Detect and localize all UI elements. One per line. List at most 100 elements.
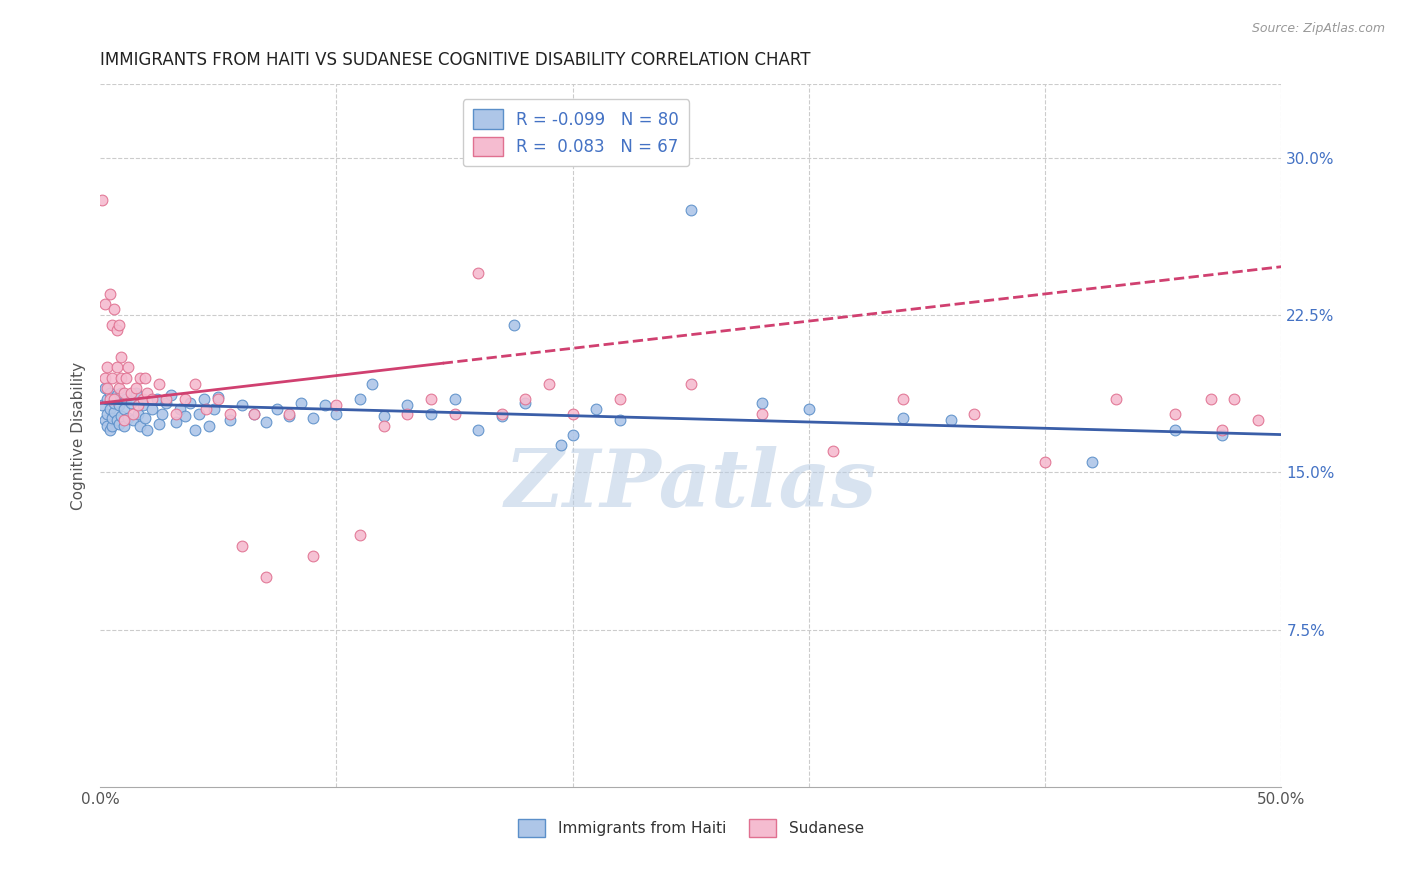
Point bbox=[94, 413, 117, 427]
Point bbox=[219, 407, 242, 421]
Point bbox=[127, 398, 149, 412]
Point bbox=[231, 398, 253, 412]
Point bbox=[183, 423, 205, 437]
Point bbox=[131, 398, 153, 412]
Point bbox=[219, 413, 242, 427]
Point bbox=[112, 402, 135, 417]
Point bbox=[101, 419, 124, 434]
Point bbox=[254, 415, 277, 429]
Point bbox=[124, 385, 146, 400]
Point bbox=[195, 402, 218, 417]
Point bbox=[301, 549, 323, 564]
Point bbox=[585, 402, 607, 417]
Point bbox=[103, 396, 125, 410]
Point bbox=[419, 407, 441, 421]
Point bbox=[1247, 413, 1270, 427]
Point bbox=[112, 385, 135, 400]
Point bbox=[105, 388, 128, 402]
Point bbox=[349, 392, 371, 406]
Point bbox=[136, 385, 159, 400]
Point bbox=[373, 409, 395, 423]
Point bbox=[98, 287, 121, 301]
Y-axis label: Cognitive Disability: Cognitive Disability bbox=[72, 361, 86, 509]
Point bbox=[207, 392, 229, 406]
Point bbox=[396, 398, 419, 412]
Point bbox=[797, 402, 820, 417]
Point bbox=[122, 413, 145, 427]
Point bbox=[96, 360, 118, 375]
Point bbox=[146, 392, 169, 406]
Point bbox=[98, 392, 121, 406]
Point bbox=[939, 413, 962, 427]
Point bbox=[117, 410, 139, 425]
Point bbox=[94, 381, 117, 395]
Point bbox=[110, 409, 132, 423]
Point bbox=[127, 407, 149, 421]
Point bbox=[396, 407, 419, 421]
Point bbox=[98, 423, 121, 437]
Point bbox=[188, 407, 211, 421]
Point bbox=[96, 381, 118, 395]
Point bbox=[1081, 455, 1104, 469]
Point bbox=[120, 385, 142, 400]
Point bbox=[502, 318, 524, 333]
Point bbox=[115, 392, 138, 406]
Text: ZIPatlas: ZIPatlas bbox=[505, 446, 877, 524]
Point bbox=[242, 407, 264, 421]
Point bbox=[174, 409, 197, 423]
Point bbox=[561, 427, 583, 442]
Point bbox=[1211, 427, 1233, 442]
Point bbox=[155, 396, 177, 410]
Point bbox=[101, 371, 124, 385]
Point bbox=[124, 381, 146, 395]
Point bbox=[120, 396, 142, 410]
Point bbox=[491, 409, 513, 423]
Point bbox=[112, 413, 135, 427]
Point bbox=[117, 360, 139, 375]
Point bbox=[193, 392, 215, 406]
Point bbox=[443, 407, 465, 421]
Point bbox=[679, 377, 702, 392]
Point bbox=[278, 407, 301, 421]
Point bbox=[278, 409, 301, 423]
Point bbox=[155, 392, 177, 406]
Point bbox=[108, 381, 131, 395]
Point bbox=[165, 407, 187, 421]
Point bbox=[136, 423, 159, 437]
Point bbox=[103, 404, 125, 418]
Point bbox=[103, 392, 125, 406]
Point bbox=[131, 392, 153, 406]
Point bbox=[101, 392, 124, 406]
Point bbox=[360, 377, 382, 392]
Point bbox=[179, 396, 201, 410]
Point bbox=[165, 415, 187, 429]
Point bbox=[101, 318, 124, 333]
Point bbox=[105, 323, 128, 337]
Point bbox=[1164, 423, 1187, 437]
Point bbox=[94, 371, 117, 385]
Point bbox=[108, 318, 131, 333]
Point bbox=[963, 407, 986, 421]
Point bbox=[550, 438, 572, 452]
Point bbox=[231, 539, 253, 553]
Point bbox=[515, 396, 537, 410]
Point bbox=[110, 385, 132, 400]
Point bbox=[134, 410, 156, 425]
Point bbox=[160, 388, 183, 402]
Point bbox=[1211, 423, 1233, 437]
Point bbox=[242, 407, 264, 421]
Point bbox=[94, 297, 117, 311]
Point bbox=[141, 392, 163, 406]
Point bbox=[537, 377, 560, 392]
Point bbox=[609, 392, 631, 406]
Point bbox=[609, 413, 631, 427]
Point bbox=[122, 407, 145, 421]
Point bbox=[96, 392, 118, 406]
Point bbox=[183, 377, 205, 392]
Point bbox=[751, 407, 773, 421]
Point bbox=[1164, 407, 1187, 421]
Point bbox=[491, 407, 513, 421]
Point bbox=[467, 423, 489, 437]
Point bbox=[419, 392, 441, 406]
Point bbox=[893, 410, 915, 425]
